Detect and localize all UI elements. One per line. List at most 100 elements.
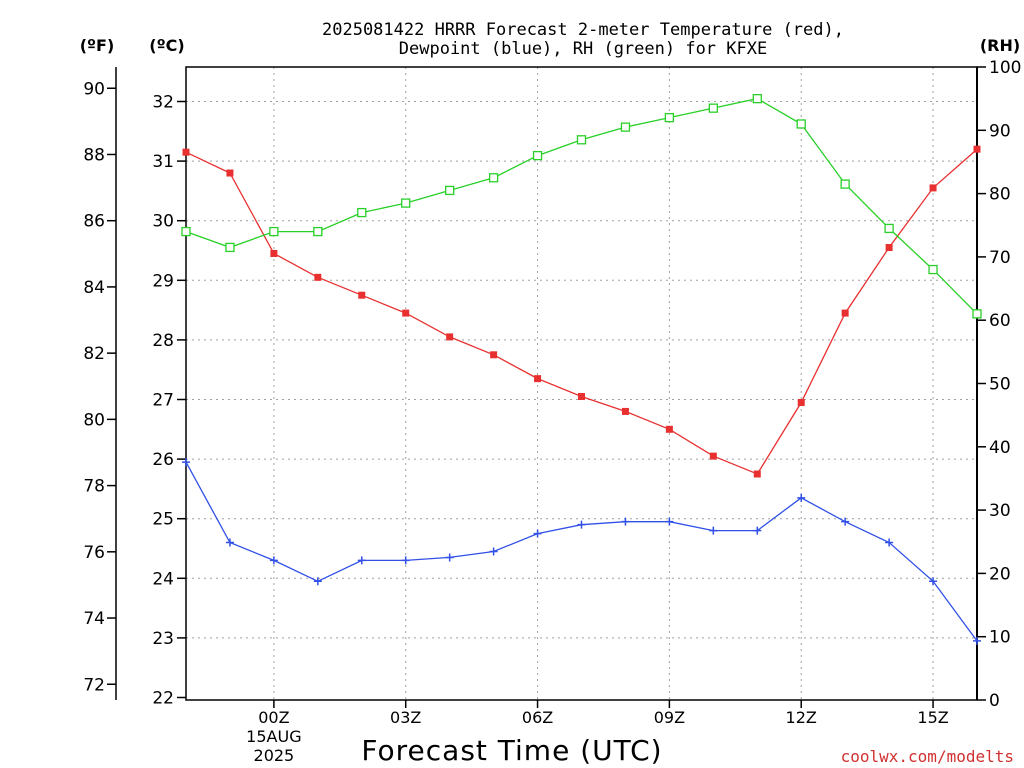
rh-point — [884, 223, 894, 234]
temperature-point — [490, 351, 498, 359]
temperature-point — [446, 333, 454, 341]
watermark: coolwx.com/modelts — [841, 747, 1014, 766]
rh-tick-label: 70 — [989, 248, 1011, 268]
rh-point — [225, 242, 235, 253]
rh-tick-label: 30 — [989, 501, 1011, 521]
x-tick-label: 00Z — [258, 708, 289, 727]
temperature-point — [534, 375, 542, 383]
rh-line — [185, 97, 978, 315]
x-tick-label: 09Z — [654, 708, 685, 727]
x-axis-label: Forecast Time (UTC) — [361, 734, 662, 767]
temperature-point — [314, 273, 322, 281]
dewpoint-point — [445, 553, 454, 562]
rh-tick-label: 40 — [989, 438, 1011, 458]
temperature-point — [885, 244, 893, 252]
rh-series — [181, 94, 982, 319]
temperature-point — [665, 425, 673, 433]
temperature-series — [182, 145, 981, 478]
fahrenheit-tick-label: 84 — [83, 278, 105, 298]
chart-title: 2025081422 HRRR Forecast 2-meter Tempera… — [322, 20, 844, 59]
x-tick-label: 03Z — [390, 708, 421, 727]
dewpoint-point — [313, 577, 322, 586]
x-tick-label: 12Z — [786, 708, 817, 727]
dewpoint-point — [973, 636, 981, 645]
dewpoint-point — [269, 556, 278, 565]
rh-point — [840, 179, 850, 189]
dewpoint-point — [709, 526, 718, 535]
fahrenheit-tick-label: 90 — [83, 79, 105, 99]
rh-tick-label: 80 — [989, 185, 1011, 205]
chart-title-line1: 2025081422 HRRR Forecast 2-meter Tempera… — [322, 20, 844, 40]
dewpoint-point — [225, 538, 234, 547]
fahrenheit-tick-label: 76 — [83, 543, 105, 563]
rh-point — [313, 226, 323, 237]
rh-tick-label: 10 — [989, 628, 1011, 648]
x-tick-label: 15Z — [917, 708, 948, 727]
temperature-point — [621, 407, 629, 415]
dewpoint-point — [533, 529, 542, 538]
temperature-point — [270, 249, 278, 257]
celsius-tick-label: 23 — [152, 629, 174, 649]
rh-point — [181, 226, 191, 237]
temperature-point — [358, 291, 366, 299]
fahrenheit-tick-label: 74 — [83, 609, 105, 629]
dewpoint-point — [665, 517, 674, 526]
dewpoint-point — [885, 538, 894, 547]
temperature-point — [226, 169, 234, 177]
data-series — [181, 94, 982, 645]
dewpoint-point — [182, 458, 190, 467]
fahrenheit-tick-label: 80 — [83, 410, 105, 430]
temperature-point — [402, 309, 410, 317]
rh-tick-label: 50 — [989, 375, 1011, 395]
celsius-tick-label: 29 — [152, 271, 174, 291]
temperature-point — [841, 309, 849, 317]
temperature-point — [182, 148, 190, 156]
celsius-tick-label: 27 — [152, 391, 174, 411]
celsius-tick-label: 31 — [152, 152, 174, 172]
chart-title-line2: Dewpoint (blue), RH (green) for KFXE — [399, 39, 767, 59]
fahrenheit-tick-label: 86 — [83, 212, 105, 232]
dewpoint-line — [185, 461, 978, 642]
rh-point — [401, 198, 411, 208]
fahrenheit-tick-label: 82 — [83, 344, 105, 364]
temperature-point — [753, 470, 761, 478]
celsius-tick-label: 24 — [152, 569, 174, 589]
temperature-point — [929, 184, 937, 192]
chart-axes: 72 74 76 78 80 82 84 86 88 90 22 23 24 25 26 27 28 29 30 31… — [83, 58, 1021, 765]
rh-point — [488, 173, 499, 183]
dewpoint-point — [797, 493, 806, 502]
x-tick-year-label: 2025 — [254, 746, 295, 765]
rh-point — [796, 119, 806, 129]
dewpoint-point — [357, 556, 366, 565]
temperature-point — [797, 398, 805, 406]
rh-point — [928, 264, 938, 275]
celsius-tick-label: 30 — [152, 212, 174, 232]
grid-lines — [186, 67, 977, 700]
rh-tick-label: 60 — [989, 311, 1011, 331]
rh-tick-label: 0 — [989, 691, 1000, 711]
fahrenheit-tick-label: 88 — [83, 145, 105, 165]
celsius-unit-label: (ºC) — [149, 36, 184, 55]
dewpoint-point — [401, 556, 410, 565]
temperature-point — [973, 145, 981, 153]
celsius-tick-label: 28 — [152, 331, 174, 351]
fahrenheit-tick-label: 78 — [83, 477, 105, 497]
temperature-point — [578, 393, 585, 401]
dewpoint-point — [621, 517, 630, 526]
dewpoint-point — [489, 547, 498, 556]
celsius-tick-label: 26 — [152, 450, 174, 470]
celsius-tick-label: 22 — [152, 689, 174, 709]
rh-point — [576, 135, 587, 145]
dewpoint-point — [753, 526, 762, 535]
rh-point — [708, 103, 718, 113]
dewpoint-point — [577, 520, 586, 529]
rh-tick-label: 20 — [989, 564, 1011, 584]
rh-unit-label: (RH) — [980, 36, 1020, 55]
x-tick-label: 06Z — [522, 708, 553, 727]
fahrenheit-unit-label: (ºF) — [80, 36, 115, 55]
rh-point — [620, 122, 631, 132]
plot-frame — [185, 66, 978, 701]
dewpoint-point — [841, 517, 850, 526]
rh-point — [357, 207, 367, 218]
